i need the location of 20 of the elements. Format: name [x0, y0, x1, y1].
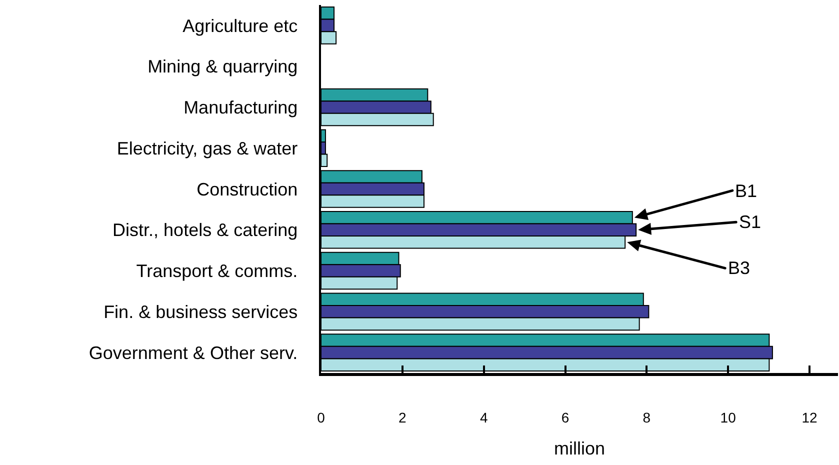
x-tick-label: 0: [317, 410, 326, 426]
y-tick-label: Mining & quarrying: [148, 56, 298, 77]
legend-label: B1: [735, 181, 758, 201]
y-tick-label: Fin. & business services: [104, 302, 298, 322]
y-tick-label: Distr., hotels & catering: [112, 220, 298, 240]
x-tick-label: 4: [480, 410, 488, 426]
x-tick-label: 6: [561, 410, 570, 426]
legend-label: B3: [728, 258, 750, 278]
y-tick-label: Government & Other serv.: [88, 342, 298, 363]
y-tick-label: Transport & comms.: [136, 261, 298, 282]
x-tick-label: 10: [720, 410, 736, 426]
y-tick-label: Manufacturing: [184, 98, 298, 118]
legend-label: S1: [739, 212, 762, 232]
y-tick-label: Agriculture etc: [182, 16, 298, 36]
x-tick-label: 2: [398, 410, 407, 426]
y-tick-label: Electricity, gas & water: [116, 138, 298, 158]
y-tick-label: Construction: [196, 179, 298, 200]
x-tick-label: 8: [642, 410, 651, 426]
x-axis-title: million: [554, 438, 606, 459]
x-tick-label: 12: [802, 410, 818, 426]
